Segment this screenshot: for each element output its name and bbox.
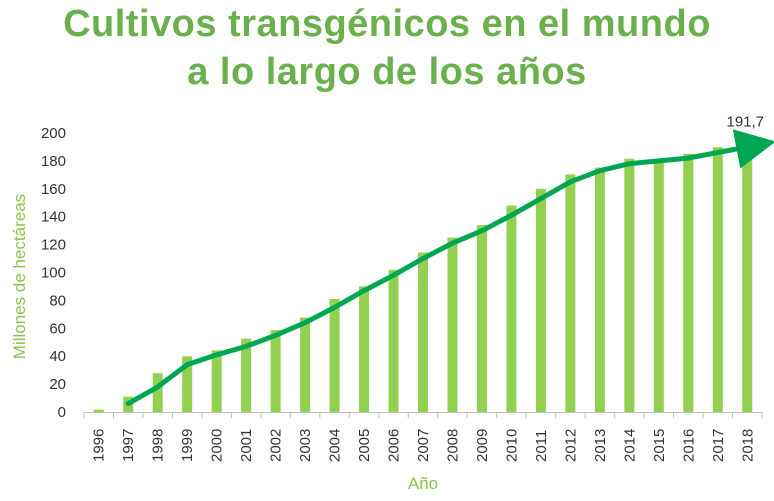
chart-title-line-1: Cultivos transgénicos en el mundo xyxy=(63,3,711,45)
y-axis-title: Millones de hectáreas xyxy=(10,194,29,359)
x-tick-label: 1999 xyxy=(179,429,196,462)
bar xyxy=(211,350,222,412)
x-tick-label: 2010 xyxy=(503,429,520,462)
bar xyxy=(418,252,428,412)
chart-title-line-2: a lo largo de los años xyxy=(187,51,587,93)
y-tick-label: 180 xyxy=(41,153,66,170)
chart-title: Cultivos transgénicos en el mundo a lo l… xyxy=(0,0,774,96)
bar xyxy=(506,205,517,412)
data-labels: 191,7 xyxy=(726,114,764,131)
bar xyxy=(447,237,458,413)
x-tick-label: 2011 xyxy=(533,430,550,462)
bar xyxy=(359,286,370,412)
y-tick-label: 140 xyxy=(41,209,66,226)
y-tick-label: 160 xyxy=(41,181,66,198)
bar xyxy=(476,225,487,412)
x-axis-title: Año xyxy=(408,474,438,493)
x-tick-label: 2008 xyxy=(444,429,461,462)
trend-line xyxy=(125,129,774,407)
bar xyxy=(241,338,252,412)
x-tick-label: 1997 xyxy=(120,429,137,462)
x-axis-ticks: 1996 1997 1998 1999 2000 2001 2002 2003 2004 2005… xyxy=(83,412,763,462)
x-tick-label: 2017 xyxy=(710,429,727,462)
x-tick-label: 2005 xyxy=(356,429,373,462)
y-tick-label: 200 xyxy=(41,125,66,142)
bar xyxy=(300,317,311,412)
x-tick-label: 2004 xyxy=(327,429,344,462)
y-tick-label: 120 xyxy=(41,237,66,254)
x-tick-label: 2016 xyxy=(680,429,697,462)
bar xyxy=(535,188,546,412)
y-tick-label: 20 xyxy=(49,376,66,393)
bar xyxy=(93,409,104,412)
x-tick-label: 2003 xyxy=(297,429,314,462)
x-tick-label: 1996 xyxy=(91,429,108,462)
bar xyxy=(270,330,281,412)
bar xyxy=(712,147,723,413)
x-tick-label: 2013 xyxy=(592,429,609,462)
bar-series xyxy=(93,144,753,413)
x-tick-label: 2007 xyxy=(415,429,432,462)
data-label: 191,7 xyxy=(726,114,764,131)
bar xyxy=(624,158,635,412)
bar xyxy=(594,167,605,412)
bar xyxy=(152,373,163,412)
y-tick-label: 80 xyxy=(49,292,66,309)
x-tick-label: 2014 xyxy=(621,429,638,462)
y-tick-label: 100 xyxy=(41,265,66,282)
bar xyxy=(742,144,753,412)
x-tick-label: 2012 xyxy=(562,429,579,462)
x-tick-label: 2000 xyxy=(209,429,226,462)
x-tick-label: 2018 xyxy=(739,429,756,462)
bar xyxy=(653,161,664,412)
y-tick-label: 60 xyxy=(49,320,66,337)
bar xyxy=(182,356,193,412)
y-tick-label: 40 xyxy=(49,348,66,365)
x-tick-label: 1998 xyxy=(150,429,167,462)
x-tick-label: 2006 xyxy=(386,429,403,462)
bar xyxy=(683,153,694,413)
bar xyxy=(565,174,576,412)
x-tick-label: 2002 xyxy=(268,429,285,462)
y-tick-label: 0 xyxy=(58,404,66,421)
x-tick-label: 2001 xyxy=(238,429,255,462)
bar xyxy=(388,269,399,412)
x-tick-label: 2009 xyxy=(474,429,491,462)
y-axis-ticks: 0 20 40 60 80 100 120 140 160 180 200 xyxy=(41,125,66,421)
bar xyxy=(329,299,340,412)
x-tick-label: 2015 xyxy=(651,429,668,462)
